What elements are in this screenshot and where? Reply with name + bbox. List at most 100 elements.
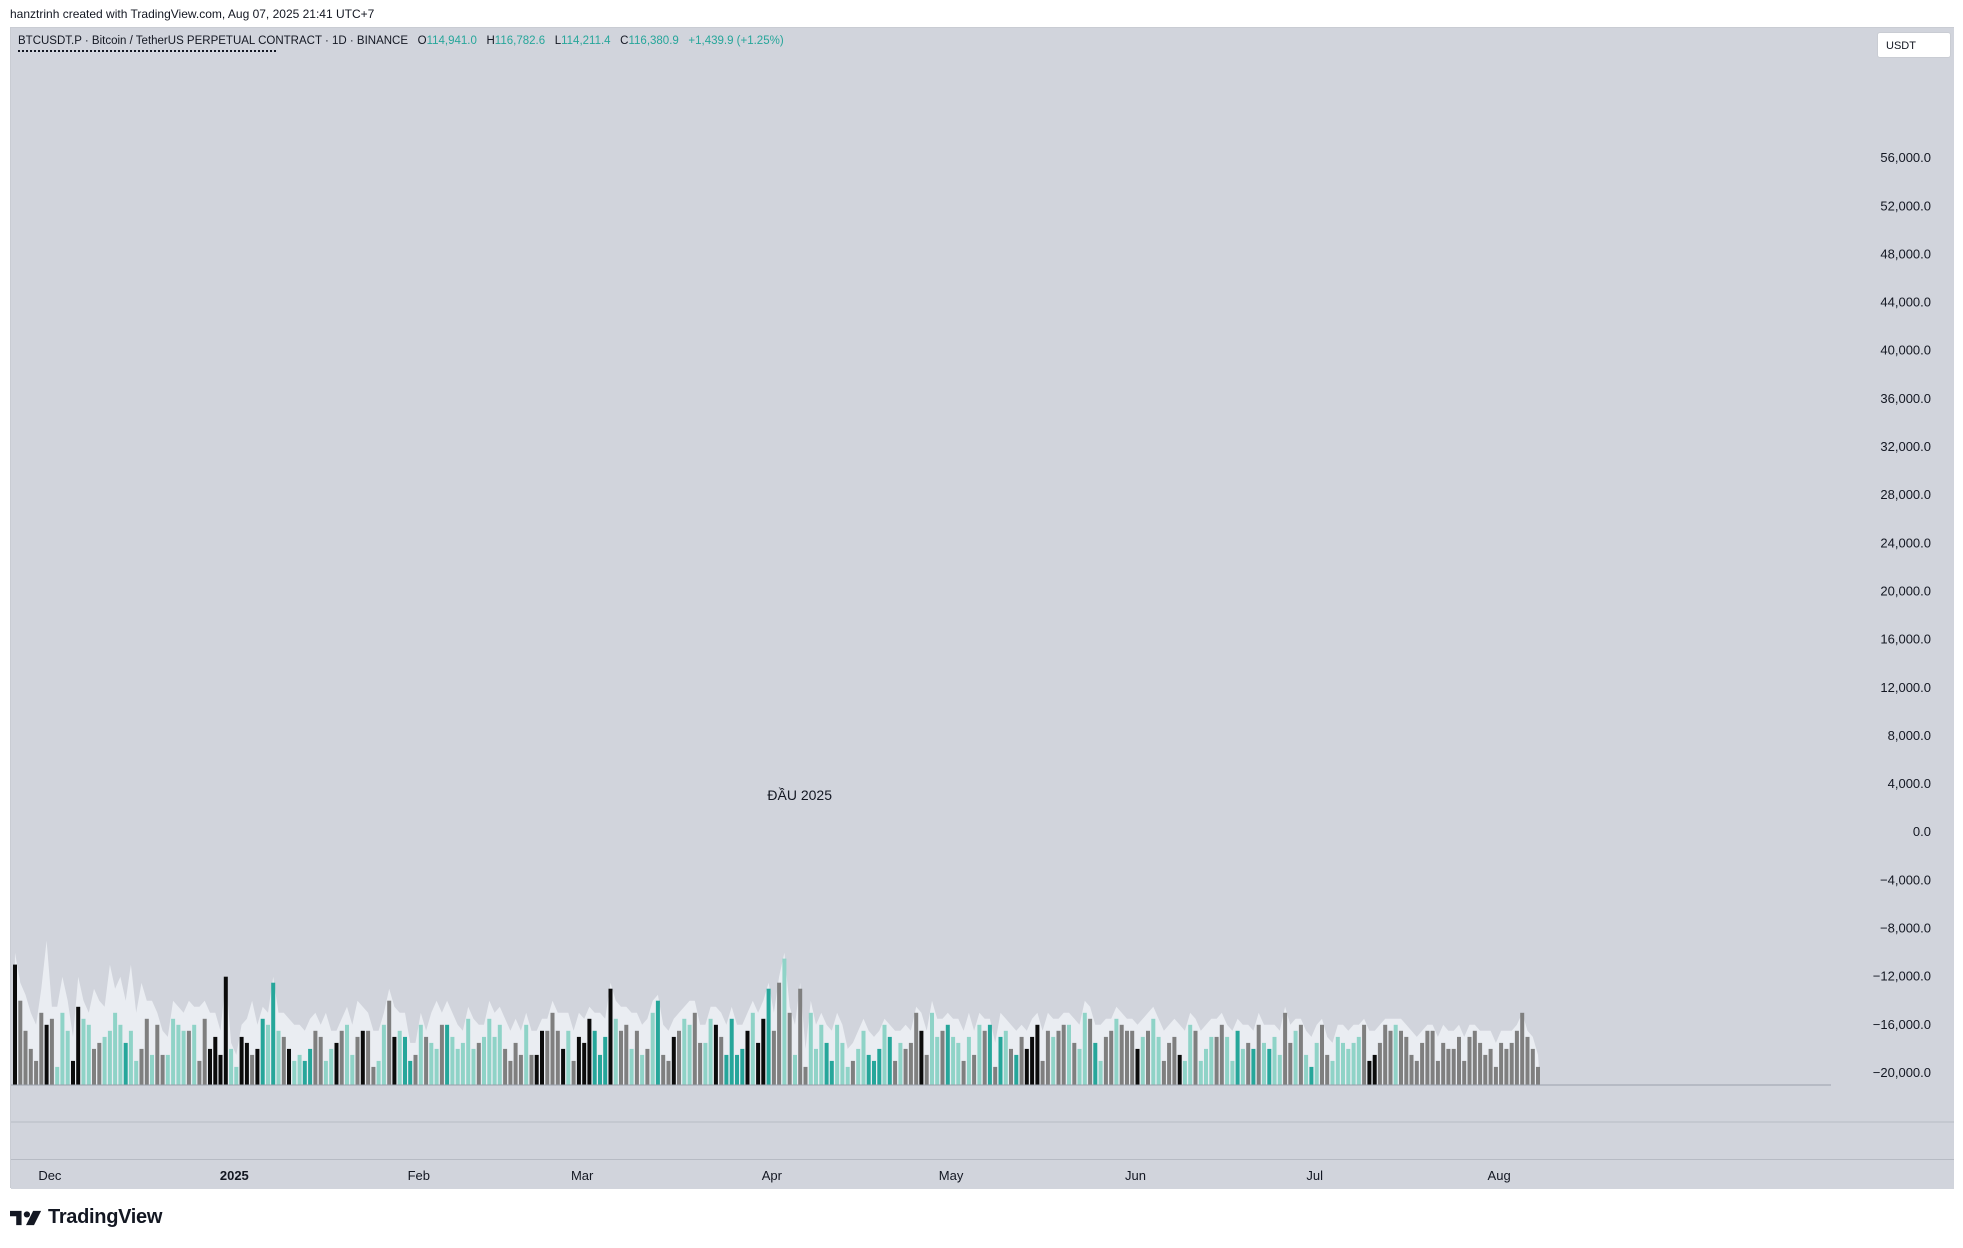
volume-bar [592, 1030, 597, 1085]
x-tick-label: Dec [38, 1168, 62, 1183]
volume-bar [1156, 1036, 1161, 1085]
time-axis[interactable]: Dec 2025 Feb Mar Apr May Jun Jul Aug [11, 1159, 1954, 1189]
volume-bar [1451, 1048, 1456, 1085]
volume-bar [1478, 1042, 1483, 1085]
volume-bar [1356, 1036, 1361, 1085]
volume-bar [872, 1060, 876, 1085]
volume-bar [376, 1060, 381, 1085]
symbol-name[interactable]: BTCUSDT.P · Bitcoin / TetherUS PERPETUAL… [18, 35, 409, 47]
volume-bar [576, 1036, 581, 1085]
volume-bar [1514, 1030, 1519, 1085]
volume-bar [334, 1042, 339, 1085]
volume-bar [687, 1024, 692, 1085]
volume-bar [381, 1024, 386, 1085]
volume-bar [1525, 1036, 1530, 1085]
volume-bar [787, 1012, 792, 1085]
volume-bar [961, 1060, 966, 1085]
volume-bar [1314, 1042, 1319, 1085]
open-label: O [417, 35, 427, 47]
volume-bar [1204, 1048, 1208, 1085]
volume-bar [756, 1042, 761, 1085]
volume-bar [450, 1036, 455, 1085]
y-tick-label: −8,000.0 [1880, 921, 1931, 936]
volume-bar [413, 1054, 418, 1085]
symbol-legend[interactable]: BTCUSDT.P · Bitcoin / TetherUS PERPETUAL… [18, 35, 784, 47]
volume-bar [824, 1042, 829, 1085]
volume-bar [1383, 1024, 1388, 1085]
volume-bar [339, 1030, 344, 1085]
volume-bar [877, 1048, 882, 1085]
volume-bar [703, 1042, 708, 1085]
tradingview-logo[interactable]: TradingView [10, 1206, 162, 1229]
volume-bar [244, 1042, 249, 1085]
volume-bar [692, 1012, 697, 1085]
volume-bar [819, 1024, 824, 1085]
volume-bar [1509, 1042, 1514, 1085]
y-tick-label: −20,000.0 [1873, 1065, 1931, 1080]
volume-bar [1056, 1030, 1061, 1085]
volume-bar [1146, 1030, 1150, 1085]
volume-bar [503, 1048, 508, 1085]
volume-bar [534, 1054, 539, 1085]
volume-bar [1504, 1048, 1509, 1085]
volume-bar [281, 1036, 286, 1085]
volume-bar [366, 1030, 371, 1085]
volume-bar [1283, 1012, 1288, 1085]
volume-bar [471, 1048, 476, 1085]
volume-bar [1404, 1036, 1409, 1085]
volume-bar [1040, 1060, 1045, 1085]
volume-bar [134, 1060, 139, 1085]
volume-bar [1024, 1048, 1029, 1085]
volume-bar [661, 1054, 666, 1085]
volume-bar [1019, 1036, 1024, 1085]
volume-bar [1193, 1030, 1198, 1085]
volume-bar [418, 1024, 423, 1085]
volume-bar [18, 1000, 23, 1085]
volume-bar [197, 1060, 202, 1085]
volume-bar [1472, 1030, 1477, 1085]
volume-bar [935, 1036, 940, 1085]
volume-bar [893, 1060, 898, 1085]
low-label: L [554, 35, 562, 47]
chart-plot[interactable]: 56,000.0 52,000.0 48,000.0 44,000.0 40,000.0… [11, 28, 1954, 1159]
volume-bar [803, 1066, 808, 1085]
volume-bar [887, 1036, 892, 1085]
volume-bar [908, 1042, 913, 1085]
price-pane[interactable]: 56,000.0 52,000.0 48,000.0 44,000.0 40,000.0… [11, 28, 1954, 1159]
volume-bar [213, 1036, 218, 1085]
volume-bar [1067, 1024, 1071, 1085]
volume-bar [455, 1048, 460, 1085]
volume-bar [1388, 1030, 1393, 1085]
volume-bar [771, 1030, 776, 1085]
y-tick-label: 40,000.0 [1880, 343, 1931, 358]
volume-bar [1172, 1036, 1177, 1085]
volume-bar [1346, 1048, 1351, 1085]
chart-frame[interactable]: 56,000.0 52,000.0 48,000.0 44,000.0 40,000.0… [10, 27, 1954, 1189]
currency-button[interactable]: USDT [1877, 32, 1951, 58]
volume-bar [176, 1024, 181, 1085]
volume-bar [60, 1012, 65, 1085]
close-label: C [620, 35, 629, 47]
x-tick-label: 2025 [219, 1168, 249, 1183]
volume-bar [1072, 1042, 1077, 1085]
high-label: H [486, 35, 495, 47]
volume-bar [545, 1030, 550, 1085]
volume-bar [1420, 1042, 1425, 1085]
volume-bar [1298, 1024, 1303, 1085]
volume-bar [750, 1012, 755, 1085]
volume-bar [1372, 1054, 1377, 1085]
volume-bar [55, 1066, 60, 1085]
volume-bar [966, 1036, 971, 1085]
volume-bar [1304, 1054, 1309, 1085]
volume-bar [1088, 1018, 1093, 1085]
volume-bar [587, 1018, 592, 1085]
volume-bar [993, 1066, 998, 1085]
high-value: 116,782.6 [494, 35, 546, 47]
volume-bar [1051, 1036, 1056, 1085]
volume-bar [460, 1042, 465, 1085]
volume-bar [1341, 1042, 1345, 1085]
volume-bar [139, 1048, 144, 1085]
volume-bar [1235, 1030, 1240, 1085]
volume-bar [44, 1024, 49, 1085]
volume-bar [793, 1054, 797, 1085]
